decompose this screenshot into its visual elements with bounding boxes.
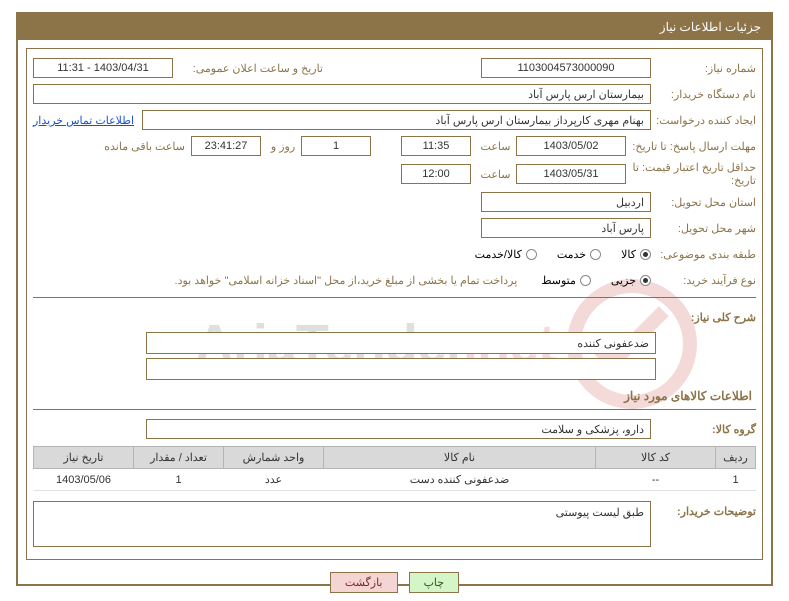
divider bbox=[33, 297, 756, 298]
requester-label: ایجاد کننده درخواست: bbox=[651, 114, 756, 127]
deadline-time: 11:35 bbox=[401, 136, 471, 156]
requester-value: بهنام مهری کارپرداز بیمارستان ارس پارس آ… bbox=[142, 110, 651, 130]
purchase-note: پرداخت تمام یا بخشی از مبلغ خرید،از محل … bbox=[175, 274, 518, 287]
remaining-label: ساعت باقی مانده bbox=[100, 140, 185, 153]
category-radio-goods[interactable] bbox=[640, 249, 651, 260]
radio-label: کالا bbox=[621, 248, 636, 261]
category-radio-both[interactable] bbox=[526, 249, 537, 260]
general-desc-value: ضدعفونی کننده bbox=[146, 332, 656, 354]
buyer-notes-value: طبق لیست پیوستی bbox=[33, 501, 651, 547]
time-label-2: ساعت bbox=[471, 168, 516, 181]
days-remaining: 1 bbox=[301, 136, 371, 156]
cell-date: 1403/05/06 bbox=[34, 469, 134, 491]
city-value: پارس آباد bbox=[481, 218, 651, 238]
time-remaining: 23:41:27 bbox=[191, 136, 261, 156]
purchase-type-label: نوع فرآیند خرید: bbox=[651, 274, 756, 287]
th-code: کد کالا bbox=[596, 447, 716, 469]
purchase-radio-medium[interactable] bbox=[580, 275, 591, 286]
items-section-title: اطلاعات کالاهای مورد نیاز bbox=[37, 389, 752, 403]
goods-group-value: دارو، پزشکی و سلامت bbox=[146, 419, 651, 439]
radio-label: کالا/خدمت bbox=[475, 248, 522, 261]
public-announce-label: تاریخ و ساعت اعلان عمومی: bbox=[173, 62, 323, 75]
radio-label: خدمت bbox=[557, 248, 586, 261]
province-value: اردبیل bbox=[481, 192, 651, 212]
cell-code: -- bbox=[596, 469, 716, 491]
radio-label: متوسط bbox=[541, 274, 576, 287]
items-table: ردیف کد کالا نام کالا واحد شمارش تعداد /… bbox=[33, 446, 756, 491]
category-radio-service[interactable] bbox=[590, 249, 601, 260]
goods-group-label: گروه کالا: bbox=[651, 423, 756, 436]
page-title: جزئیات اطلاعات نیاز bbox=[18, 14, 771, 40]
th-unit: واحد شمارش bbox=[224, 447, 324, 469]
category-label: طبقه بندی موضوعی: bbox=[651, 248, 756, 261]
radio-label: جزیی bbox=[611, 274, 636, 287]
purchase-type-radio-group: جزیی متوسط bbox=[527, 274, 651, 287]
category-radio-group: کالا خدمت کالا/خدمت bbox=[461, 248, 651, 261]
purchase-radio-minor[interactable] bbox=[640, 275, 651, 286]
days-and-label: روز و bbox=[261, 140, 301, 153]
need-number-label: شماره نیاز: bbox=[651, 62, 756, 75]
need-number-value: 1103004573000090 bbox=[481, 58, 651, 78]
deadline-label: مهلت ارسال پاسخ: تا تاریخ: bbox=[626, 140, 756, 153]
th-qty: تعداد / مقدار bbox=[134, 447, 224, 469]
th-row: ردیف bbox=[716, 447, 756, 469]
th-date: تاریخ نیاز bbox=[34, 447, 134, 469]
city-label: شهر محل تحویل: bbox=[651, 222, 756, 235]
divider bbox=[33, 409, 756, 410]
buyer-notes-label: توضیحات خریدار: bbox=[651, 501, 756, 547]
back-button[interactable]: بازگشت bbox=[330, 572, 398, 593]
cell-qty: 1 bbox=[134, 469, 224, 491]
province-label: استان محل تحویل: bbox=[651, 196, 756, 209]
cell-name: ضدعفونی کننده دست bbox=[324, 469, 596, 491]
cell-unit: عدد bbox=[224, 469, 324, 491]
deadline-date: 1403/05/02 bbox=[516, 136, 626, 156]
validity-label: حداقل تاریخ اعتبار قیمت: تا تاریخ: bbox=[626, 161, 756, 187]
buyer-org-label: نام دستگاه خریدار: bbox=[651, 88, 756, 101]
public-announce-value: 1403/04/31 - 11:31 bbox=[33, 58, 173, 78]
cell-row: 1 bbox=[716, 469, 756, 491]
general-desc-label: شرح کلی نیاز: bbox=[651, 311, 756, 324]
validity-time: 12:00 bbox=[401, 164, 471, 184]
time-label-1: ساعت bbox=[471, 140, 516, 153]
buyer-org-value: بیمارستان ارس پارس آباد bbox=[33, 84, 651, 104]
print-button[interactable]: چاپ bbox=[409, 572, 460, 593]
validity-date: 1403/05/31 bbox=[516, 164, 626, 184]
th-name: نام کالا bbox=[324, 447, 596, 469]
table-row: 1 -- ضدعفونی کننده دست عدد 1 1403/05/06 bbox=[34, 469, 756, 491]
buyer-contact-link[interactable]: اطلاعات تماس خریدار bbox=[33, 114, 134, 127]
general-desc-extra bbox=[146, 358, 656, 380]
